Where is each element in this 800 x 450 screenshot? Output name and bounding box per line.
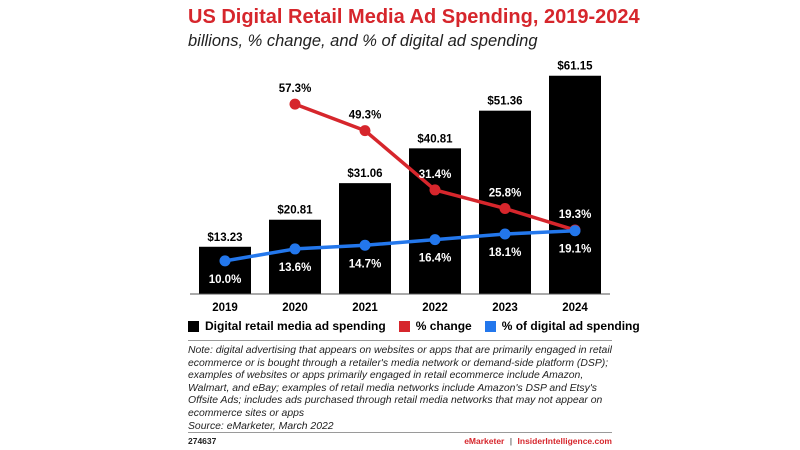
brand-separator: | [509,436,513,446]
x-tick-2020: 2020 [282,302,308,314]
bar-label-2021: $31.06 [347,168,382,180]
bar-2019 [199,246,251,294]
x-tick-2019: 2019 [212,302,238,314]
change-label-2022: 31.4% [419,169,452,181]
bar-2024 [549,75,601,294]
change-point-2022 [429,184,441,196]
change-label-2023: 25.8% [489,187,522,199]
share-point-2024 [569,225,581,237]
chart-subtitle: billions, % change, and % of digital ad … [188,32,538,50]
legend-swatch-change [398,320,410,332]
change-label-2024: 19.3% [559,209,592,221]
chart-note: Note: digital advertising that appears o… [188,345,612,433]
share-point-2020 [289,243,301,255]
footer-brand: eMarketer | InsiderIntelligence.com [464,436,612,446]
share-label-2021: 14.7% [349,258,382,270]
source-text: Source: eMarketer, March 2022 [188,420,334,432]
brand-insider: InsiderIntelligence.com [517,436,612,446]
share-point-2023 [499,228,511,240]
bar-label-2024: $61.15 [557,61,593,73]
bar-label-2019: $13.23 [207,232,242,244]
note-divider-top [188,340,612,341]
change-label-2020: 57.3% [279,83,312,95]
brand-emarketer: eMarketer [464,436,505,446]
bar-label-2022: $40.81 [417,133,453,145]
note-text: Note: digital advertising that appears o… [188,345,612,419]
change-point-2021 [359,125,371,137]
legend-item-share: % of digital ad spending [484,319,640,333]
bar-2021 [339,183,391,294]
share-point-2019 [219,255,231,267]
legend-item-spending: Digital retail media ad spending [188,319,386,333]
share-label-2022: 16.4% [419,253,452,265]
change-point-2023 [499,202,511,214]
change-label-2021: 49.3% [349,110,382,122]
share-line [224,228,576,263]
x-tick-2021: 2021 [352,302,378,314]
note-divider-bottom [188,432,612,433]
change-point-2020 [289,98,301,110]
bar-2020 [269,219,321,294]
chart-title: US Digital Retail Media Ad Spending, 201… [188,6,640,28]
bar-label-2020: $20.81 [277,205,313,217]
legend-swatch-share [484,320,496,332]
legend-item-change: % change [398,319,472,333]
bar-2022 [409,148,461,294]
share-label-2023: 18.1% [489,247,522,259]
share-label-2019: 10.0% [209,274,242,286]
share-label-2024: 19.1% [559,244,592,256]
x-tick-2022: 2022 [422,302,448,314]
share-label-2020: 13.6% [279,262,312,274]
legend-label-share: % of digital ad spending [501,319,640,333]
legend-label-spending: Digital retail media ad spending [205,319,386,333]
bar-label-2023: $51.36 [487,96,522,108]
x-tick-2023: 2023 [492,302,518,314]
share-point-2022 [429,234,441,246]
share-point-2021 [359,239,371,251]
chart-legend: Digital retail media ad spending % chang… [188,319,653,333]
chart-id: 274637 [188,436,217,446]
legend-swatch-spending [188,320,199,332]
legend-label-change: % change [415,319,472,333]
x-tick-2024: 2024 [562,302,588,314]
